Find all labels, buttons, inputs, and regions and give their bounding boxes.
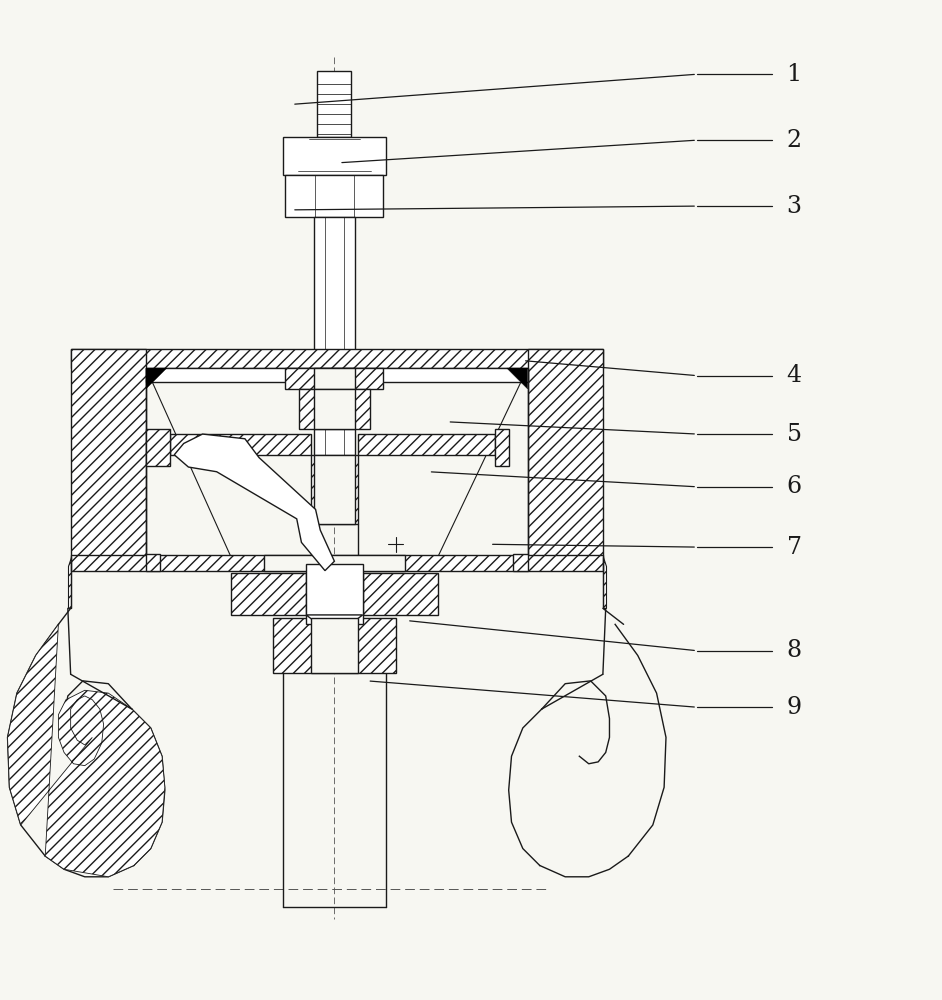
Polygon shape (306, 564, 363, 624)
Polygon shape (507, 368, 528, 389)
Polygon shape (170, 434, 311, 455)
Polygon shape (528, 349, 603, 557)
Polygon shape (513, 554, 528, 571)
Polygon shape (8, 624, 165, 877)
Polygon shape (603, 557, 606, 608)
Polygon shape (146, 368, 167, 389)
Text: 6: 6 (787, 475, 802, 498)
Polygon shape (146, 429, 170, 466)
Text: 9: 9 (787, 696, 802, 719)
Polygon shape (317, 71, 351, 137)
Polygon shape (314, 455, 355, 524)
Polygon shape (311, 618, 358, 673)
Polygon shape (311, 455, 358, 524)
Polygon shape (283, 137, 386, 175)
Polygon shape (71, 555, 603, 571)
Polygon shape (231, 573, 306, 615)
Polygon shape (146, 554, 160, 571)
Text: 4: 4 (787, 364, 802, 387)
Text: 1: 1 (787, 63, 802, 86)
Polygon shape (495, 429, 509, 466)
Polygon shape (71, 349, 146, 557)
Polygon shape (174, 434, 334, 571)
Text: 3: 3 (787, 195, 802, 218)
Polygon shape (264, 555, 405, 571)
Polygon shape (358, 434, 495, 455)
Text: 5: 5 (787, 423, 802, 446)
Polygon shape (71, 349, 603, 368)
Polygon shape (306, 615, 363, 637)
Polygon shape (68, 557, 71, 608)
Polygon shape (285, 175, 383, 217)
Polygon shape (285, 368, 383, 389)
Polygon shape (146, 368, 528, 382)
Text: 2: 2 (787, 129, 802, 152)
Text: 7: 7 (787, 536, 802, 559)
Polygon shape (299, 389, 370, 429)
Polygon shape (314, 368, 355, 389)
Polygon shape (273, 618, 396, 673)
Polygon shape (314, 217, 355, 495)
Polygon shape (314, 389, 355, 429)
Polygon shape (363, 573, 438, 615)
Text: 8: 8 (787, 639, 802, 662)
